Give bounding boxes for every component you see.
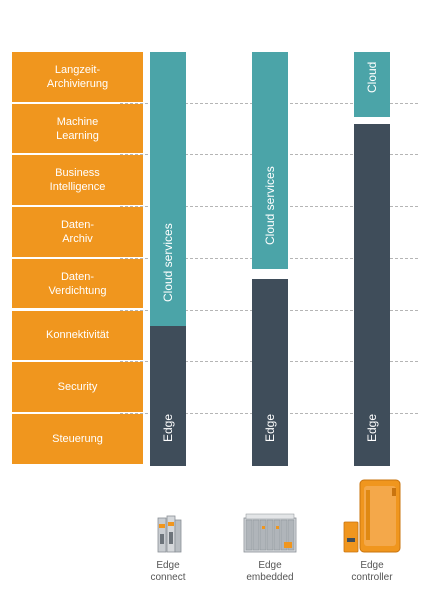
cloud-services-bar: Cloud — [354, 52, 390, 117]
layer-langzeit-archivierung: Langzeit- Archivierung — [12, 52, 143, 102]
edge-connect-device-icon — [157, 515, 182, 553]
layer-security: Security — [12, 362, 143, 412]
cloud-services-label: Cloud — [365, 61, 379, 93]
cloud-services-bar: Cloud services — [252, 52, 288, 270]
edge-bar: Edge — [252, 279, 288, 466]
layer-daten-verdichtung: Daten- Verdichtung — [12, 258, 143, 309]
edge-label: Edge — [161, 413, 175, 442]
layer-steuerung: Steuerung — [12, 413, 143, 464]
edge-embedded-device-icon — [243, 513, 297, 553]
edge-label: Edge — [365, 413, 379, 442]
product-label: Edge embedded — [246, 560, 294, 583]
edge-controller-device-icon — [343, 479, 401, 553]
layer-machine-learning: Machine Learning — [12, 103, 143, 154]
edge-label: Edge — [263, 413, 277, 442]
product-label: Edge controller — [351, 560, 393, 583]
cloud-services-label: Cloud services — [161, 223, 175, 302]
layer-daten-archiv: Daten- Archiv — [12, 207, 143, 257]
cloud-services-label: Cloud services — [263, 166, 277, 246]
layer-konnektivität: Konnektivität — [12, 310, 143, 361]
edge-bar: Edge — [150, 326, 186, 466]
layer-business-intelligence: Business Intelligence — [12, 155, 143, 206]
cloud-services-bar: Cloud services — [150, 52, 186, 326]
product-label: Edge connect — [150, 560, 186, 583]
edge-bar: Edge — [354, 124, 390, 466]
